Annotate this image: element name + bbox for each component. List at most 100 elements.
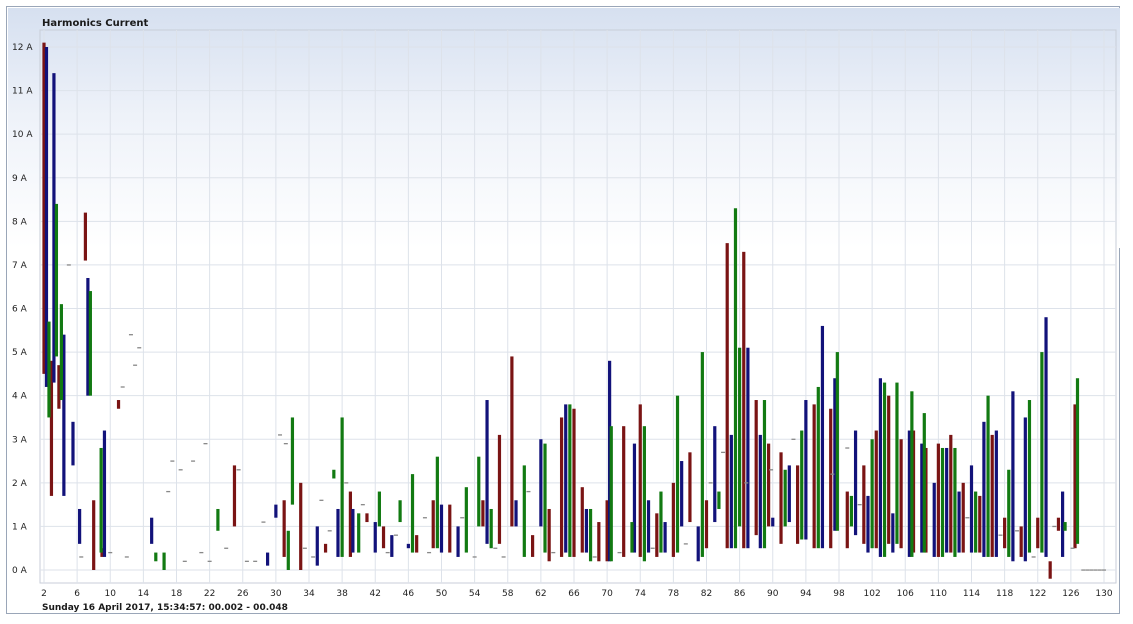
x-tick-label: 22 xyxy=(204,589,215,599)
y-tick-label: 6 A xyxy=(12,305,28,315)
x-tick-label: 26 xyxy=(237,589,249,599)
tick-mark-gray xyxy=(1015,530,1020,532)
bar-blue xyxy=(1060,491,1065,557)
bar-red xyxy=(862,465,866,544)
y-tick-label: 5 A xyxy=(12,348,28,358)
tick-mark-gray xyxy=(422,517,427,519)
tick-mark-gray xyxy=(207,560,212,562)
y-tick-label: 2 A xyxy=(12,479,28,489)
bar-green xyxy=(568,404,572,557)
x-tick-label: 38 xyxy=(336,589,348,599)
bar-blue xyxy=(265,552,270,566)
bar-blue xyxy=(274,504,278,518)
bar-green xyxy=(477,456,481,527)
tick-mark-gray xyxy=(319,499,324,501)
tick-mark-gray xyxy=(965,517,970,519)
tick-mark-gray xyxy=(236,469,241,471)
bar-red xyxy=(655,513,659,557)
bar-blue xyxy=(632,443,637,553)
tick-mark-gray xyxy=(133,364,138,366)
bar-blue xyxy=(336,508,340,557)
plot-area-border xyxy=(39,29,1117,584)
bar-blue xyxy=(920,443,924,553)
tick-mark-gray xyxy=(427,551,432,554)
bar-blue xyxy=(44,47,49,387)
tick-mark-gray xyxy=(199,551,204,554)
tick-mark-gray xyxy=(1097,569,1102,571)
bar-red xyxy=(911,430,916,553)
x-tick-label: 58 xyxy=(502,589,514,599)
bar-blue xyxy=(584,508,589,553)
bar-blue xyxy=(456,526,460,557)
bar-blue xyxy=(957,491,961,553)
bar-green xyxy=(642,426,646,562)
x-tick-label: 130 xyxy=(1095,589,1112,599)
tick-mark-gray xyxy=(721,451,726,454)
bar-red xyxy=(1056,517,1061,531)
bar-green xyxy=(630,522,634,553)
bar-blue xyxy=(787,465,791,523)
bar-blue xyxy=(771,517,775,527)
x-tick-label: 102 xyxy=(864,589,881,599)
bar-blue xyxy=(608,360,612,562)
bar-green xyxy=(286,530,290,570)
bar-red xyxy=(572,408,576,557)
tick-mark-gray xyxy=(137,347,142,349)
bar-green xyxy=(1075,378,1080,544)
bar-blue xyxy=(758,434,762,549)
bar-red xyxy=(829,408,833,549)
bar-red xyxy=(365,513,369,523)
x-tick-label: 30 xyxy=(270,589,282,599)
x-tick-label: 2 xyxy=(41,589,47,599)
bar-green xyxy=(835,352,839,531)
bar-red xyxy=(1003,517,1007,549)
y-tick-label: 7 A xyxy=(12,261,28,271)
bar-red xyxy=(924,447,928,553)
bar-green xyxy=(816,386,820,549)
bar-green xyxy=(940,447,945,557)
bar-red xyxy=(547,508,551,562)
x-tick-label: 98 xyxy=(833,589,845,599)
bar-blue xyxy=(1011,391,1015,562)
bar-green xyxy=(162,552,166,570)
x-tick-label: 34 xyxy=(303,589,315,599)
bar-blue xyxy=(439,504,444,553)
bar-red xyxy=(990,434,994,557)
bar-green xyxy=(800,430,804,540)
bar-red xyxy=(779,452,783,544)
tick-mark-gray xyxy=(830,473,835,475)
bar-green xyxy=(609,426,613,562)
bar-green xyxy=(522,465,526,557)
y-tick-label: 1 A xyxy=(12,522,28,532)
x-tick-label: 82 xyxy=(701,589,712,599)
bar-green xyxy=(290,417,295,505)
tick-mark-gray xyxy=(166,490,171,493)
tick-mark-gray xyxy=(327,530,332,532)
bar-blue xyxy=(62,334,66,496)
bar-blue xyxy=(713,426,717,523)
y-tick-label: 9 A xyxy=(12,174,28,184)
bar-red xyxy=(42,42,46,374)
bar-green xyxy=(922,413,926,553)
bar-red xyxy=(754,400,758,536)
bar-red xyxy=(899,439,903,549)
bar-green xyxy=(675,395,680,553)
bar-green xyxy=(340,417,344,557)
x-tick-label: 10 xyxy=(105,589,117,599)
bar-blue xyxy=(969,465,974,553)
bar-blue xyxy=(729,434,733,549)
bar-blue xyxy=(853,430,858,536)
bar-blue xyxy=(406,543,410,549)
tick-mark-gray xyxy=(283,443,288,445)
tick-mark-gray xyxy=(769,469,774,471)
bar-blue xyxy=(71,421,75,466)
bar-red xyxy=(671,482,675,557)
bar-red xyxy=(510,356,514,527)
tick-mark-gray xyxy=(79,556,84,558)
bar-red xyxy=(497,434,502,544)
bar-green xyxy=(700,352,704,557)
x-tick-label: 86 xyxy=(734,589,746,599)
bar-green xyxy=(882,382,887,557)
bar-green xyxy=(953,447,957,557)
tick-mark-gray xyxy=(385,551,390,554)
